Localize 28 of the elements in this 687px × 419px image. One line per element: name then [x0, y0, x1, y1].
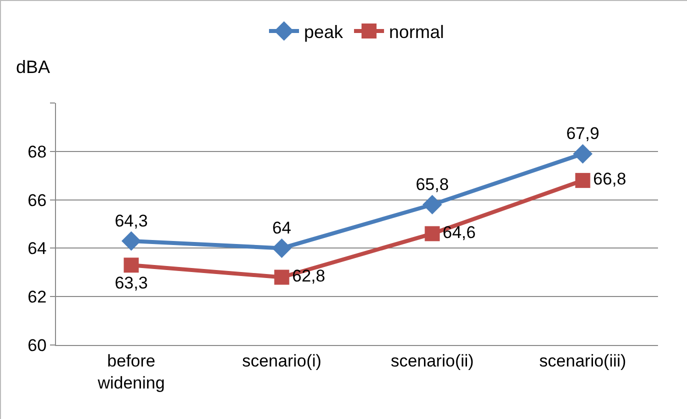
- y-tick-label: 60: [28, 336, 47, 355]
- point: [272, 238, 292, 258]
- x-tick-label: scenario(iii): [539, 351, 626, 370]
- legend-label: normal: [389, 22, 444, 42]
- point: [575, 172, 590, 188]
- point: [122, 231, 141, 251]
- data-label: 62,8: [292, 266, 326, 286]
- y-tick-label: 64: [28, 239, 47, 258]
- point: [274, 270, 290, 285]
- y-tick-label: 62: [28, 288, 47, 307]
- data-label: 63,3: [114, 273, 148, 292]
- x-tick-label: scenario(i): [242, 351, 322, 370]
- point: [424, 226, 440, 242]
- y-axis-title: dBA: [16, 57, 50, 77]
- point: [422, 194, 442, 214]
- data-label: 64,6: [442, 222, 476, 242]
- data-label: 67,9: [566, 124, 600, 144]
- data-label: 65,8: [416, 175, 449, 194]
- x-tick-label: before widening: [96, 351, 165, 392]
- data-label: 64: [272, 218, 292, 238]
- point: [573, 144, 592, 164]
- legend-label: peak: [304, 22, 344, 42]
- data-label: 64,3: [114, 211, 148, 230]
- data-label: 66,8: [593, 170, 626, 189]
- y-tick-label: 68: [28, 142, 47, 162]
- x-tick-label: scenario(ii): [390, 351, 474, 370]
- point: [124, 258, 139, 273]
- y-tick-label: 66: [28, 190, 47, 210]
